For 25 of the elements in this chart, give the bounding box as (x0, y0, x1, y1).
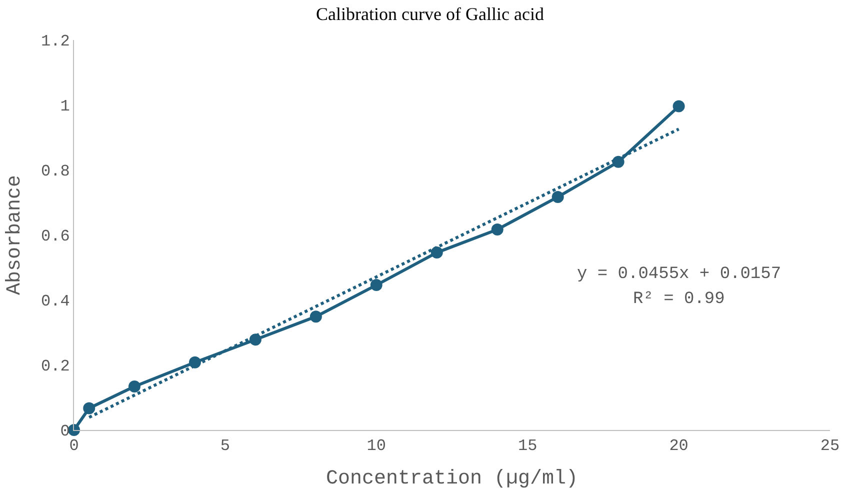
y-tick-label: 0.4 (40, 292, 70, 311)
x-tick-label: 20 (669, 437, 688, 456)
x-tick-label: 15 (518, 437, 538, 456)
annotation: R² = 0.99 (633, 290, 725, 309)
y-tick-label: 0.8 (40, 162, 70, 181)
y-tick-label: 0.2 (40, 358, 70, 376)
point (128, 380, 140, 392)
y-tick-label: 1 (60, 98, 70, 116)
chart-title: Calibration curve of Gallic acid (316, 4, 544, 24)
x-tick-label: 10 (366, 437, 386, 456)
x-tick-label: 5 (220, 437, 230, 456)
y-tick-label: 0.6 (40, 228, 70, 246)
x-tick-label: 25 (820, 437, 840, 456)
point (430, 246, 443, 259)
point (310, 310, 322, 323)
x-axis-title: Concentration (µg/ml) (326, 468, 578, 491)
y-tick-label: 1.2 (40, 32, 70, 51)
annotation: y = 0.0455x + 0.0157 (577, 265, 782, 284)
point (83, 402, 96, 414)
y-tick-label: 0 (60, 422, 70, 441)
y-axis-title: Absorbance (3, 174, 26, 296)
point (491, 223, 504, 236)
point (672, 100, 685, 112)
point (552, 190, 564, 203)
point (370, 279, 382, 292)
